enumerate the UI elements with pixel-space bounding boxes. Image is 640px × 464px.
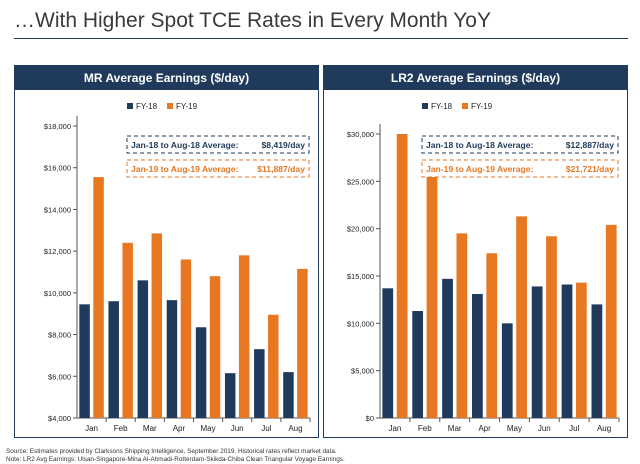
mr-ytick-label: $16,000 [44,164,71,173]
mr-average-box [126,159,310,178]
mr-bar-fy18 [108,301,119,418]
lr2-xtick-label: Aug [597,424,611,433]
mr-bar-fy18 [195,327,207,418]
lr2-bar-fy18 [412,311,424,418]
lr2-bar-fy18 [561,284,573,418]
lr2-ytick-label: $5,000 [351,367,374,376]
lr2-xtick-label: Jul [569,424,579,433]
lr2-bar-fy19 [426,160,438,419]
lr2-xtick-label: Jun [538,424,551,433]
mr-average-value: $8,419/day [262,140,306,150]
lr2-average-box [421,135,619,154]
mr-bar-fy18 [224,373,236,418]
mr-ytick-label: $14,000 [44,205,71,214]
lr2-average-value: $12,887/day [566,140,614,150]
lr2-ytick-label: $20,000 [347,225,374,234]
lr2-average-box [421,159,619,178]
lr2-ytick-label: $15,000 [347,272,374,281]
lr2-ytick-label: $25,000 [347,177,374,186]
mr-bar-fy19 [122,242,133,418]
lr2-bar-fy18 [531,286,543,418]
lr2-xtick-label: Apr [478,424,491,433]
mr-xtick-label: May [201,424,216,433]
lr2-bar-fy19 [546,236,557,418]
lr2-legend-swatch-fy18 [422,103,428,109]
lr2-bar-fy18 [442,278,453,418]
lr2-average-value: $21,721/day [566,164,614,174]
mr-legend-swatch-fy19 [167,103,173,109]
lr2-bar-fy19 [456,233,468,418]
mr-xtick-label: Jul [261,424,271,433]
mr-bar-fy18 [79,304,90,418]
mr-average-value: $11,887/day [257,164,305,174]
lr2-chart: $0 $5,000 $10,000 $15,000 $20,000 $25,000 $30,… [347,102,620,433]
lr2-bar-fy18 [501,323,513,418]
mr-average-box [126,135,310,154]
lr2-bar-fy19 [605,224,617,418]
mr-ytick-label: $12,000 [44,247,71,256]
mr-bar-fy19 [238,255,250,418]
mr-chart-title: MR Average Earnings ($/day) [15,66,318,90]
mr-bar-fy18 [137,280,149,418]
mr-xtick-label: Apr [173,424,186,433]
lr2-chart-panel: LR2 Average Earnings ($/day) $0 $5,000 $10… [323,65,628,438]
mr-ytick-label: $6,000 [48,372,71,381]
lr2-ytick-label: $10,000 [347,319,374,328]
lr2-bar-fy18 [382,288,394,418]
mr-xtick-label: Feb [114,424,128,433]
lr2-xtick-label: Jan [388,424,401,433]
lr2-legend-fy18: FY-18 [431,102,453,111]
mr-bar-fy18 [254,349,265,418]
lr2-legend-fy19: FY-19 [471,102,493,111]
mr-legend-fy19: FY-19 [176,102,198,111]
footer-source: Source: Estimates provided by Clarksons … [6,448,337,455]
lr2-ytick-label: $0 [366,414,374,423]
mr-bar-fy19 [93,177,104,418]
mr-average-label: Jan-18 to Aug-18 Average: [131,140,239,150]
mr-ytick-label: $8,000 [48,331,71,340]
mr-bar-fy19 [297,268,308,418]
lr2-ytick-label: $30,000 [347,130,374,139]
mr-chart: $4,000 $6,000 $8,000 $10,000 $12,000 $14,000 $… [44,102,311,433]
lr2-legend-swatch-fy19 [462,103,468,109]
mr-chart-panel: MR Average Earnings ($/day) $4,000 $6,000… [14,65,319,438]
lr2-xtick-label: Feb [418,424,432,433]
lr2-bar-fy19 [516,216,527,418]
lr2-xtick-label: May [507,424,522,433]
lr2-bar-fy19 [575,282,587,418]
mr-legend-swatch-fy18 [127,103,133,109]
mr-average-label: Jan-19 to Aug-19 Average: [131,164,239,174]
lr2-xtick-label: Mar [448,424,462,433]
footer-note: Note: LR2 Avg Earnings: Ulsan-Singapore-… [6,456,345,463]
lr2-average-label: Jan-18 to Aug-18 Average: [426,140,534,150]
lr2-bar-fy19 [396,134,408,418]
page-title: …With Higher Spot TCE Rates in Every Mon… [14,9,491,32]
mr-xtick-label: Mar [143,424,157,433]
mr-xtick-label: Aug [288,424,302,433]
lr2-bar-fy18 [472,293,483,418]
mr-bar-fy19 [151,233,163,418]
mr-legend-fy18: FY-18 [136,102,158,111]
mr-xtick-label: Jan [85,424,98,433]
mr-ytick-label: $10,000 [44,289,71,298]
lr2-bar-fy19 [486,253,498,418]
lr2-average-label: Jan-19 to Aug-19 Average: [426,164,534,174]
mr-bar-fy19 [268,314,279,418]
lr2-chart-title: LR2 Average Earnings ($/day) [324,66,627,90]
title-underline [14,38,628,39]
mr-bar-fy19 [209,276,221,418]
mr-ytick-label: $18,000 [44,122,71,131]
mr-xtick-label: Jun [231,424,244,433]
lr2-bar-fy18 [591,304,603,418]
mr-ytick-label: $4,000 [48,414,71,423]
mr-bar-fy19 [180,259,192,418]
mr-bar-fy18 [166,300,178,418]
mr-bar-fy18 [283,372,294,418]
